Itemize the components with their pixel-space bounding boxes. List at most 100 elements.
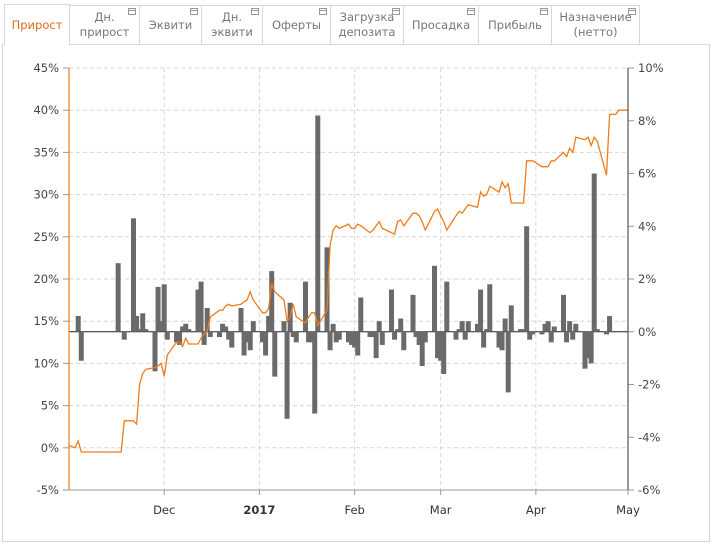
bar [333,331,339,343]
bar [444,281,450,332]
bar [524,226,530,332]
bar [78,331,84,361]
bar [349,331,355,345]
tab-6[interactable]: Просадка [404,5,479,45]
tab-0[interactable]: Прирост [4,4,70,46]
bar [475,323,480,332]
bar [217,331,222,338]
tab-7[interactable]: Прибыль [479,5,552,45]
bar [499,331,505,351]
bar [389,289,394,332]
left-tick-label: 40% [33,103,59,117]
bar [223,326,229,332]
growth-line [68,109,628,453]
tab-3[interactable]: Дн. эквити [202,5,263,45]
bar [502,318,508,332]
right-tick-label: -6% [638,483,660,497]
bar [373,331,379,359]
bar [527,331,533,340]
bar [269,271,275,332]
minimize-icon[interactable] [190,8,198,15]
tab-label: Оферты [271,17,322,32]
tab-label: Прирост [11,17,63,32]
bar [281,321,287,332]
bar [186,329,192,332]
right-tick-label: -4% [638,430,660,444]
right-tick-label: -2% [638,378,660,392]
tab-8[interactable]: Назначение (нетто) [552,5,640,45]
tab-label: Загрузка депозита [338,10,396,39]
bar [152,331,158,372]
bar [131,218,136,332]
bar [180,326,186,332]
bar [438,331,444,361]
bar [204,308,210,332]
bar [312,331,318,414]
bar [462,331,468,340]
bar [459,321,465,332]
tab-4[interactable]: Оферты [263,5,331,45]
bar [324,247,330,332]
minimize-icon[interactable] [540,8,548,15]
bar [551,326,557,332]
bar [358,297,364,332]
bar [478,289,484,332]
left-tick-label: 0% [41,441,59,455]
tab-label: Дн. прирост [79,10,130,39]
tab-label: Просадка [411,17,471,32]
bar [570,331,576,340]
x-tick-label: 2017 [243,503,275,517]
minimize-icon[interactable] [467,8,475,15]
tab-label: Эквити [148,17,193,32]
bar [487,284,493,332]
minimize-icon[interactable] [128,8,136,15]
bar [140,313,146,332]
bar [582,331,588,369]
bar [327,331,333,351]
left-tick-label: 25% [33,230,59,244]
bar [518,329,523,332]
bar [315,115,321,332]
bar [164,331,170,340]
bar [309,331,315,343]
tab-5[interactable]: Загрузка депозита [331,5,404,45]
bar [401,331,407,351]
bar [561,294,566,332]
bar [238,308,244,332]
bar [456,329,462,332]
bar [521,329,527,332]
bar [410,294,416,332]
x-tick-label: Apr [526,503,546,517]
bar [75,315,81,332]
bar [465,321,471,332]
bar [226,331,232,340]
bar [376,321,382,332]
bar [432,265,437,332]
bar [379,331,385,345]
bar [435,331,441,359]
bar [355,331,361,356]
minimize-icon[interactable] [251,8,259,15]
minimize-icon[interactable] [392,8,400,15]
left-tick-label: 5% [41,399,59,413]
bar [594,329,600,332]
bar [564,331,570,343]
tab-1[interactable]: Дн. прирост [70,5,140,45]
left-tick-label: 15% [33,314,59,328]
bar [220,323,226,332]
tab-label: Дн. эквити [211,10,253,39]
bar [370,331,376,338]
left-tick-label: 10% [33,356,59,370]
left-tick-label: 30% [33,188,59,202]
right-tick-label: 0% [638,325,656,339]
minimize-icon[interactable] [319,8,327,15]
right-tick-label: 8% [638,114,656,128]
bar [416,331,422,345]
tab-2[interactable]: Эквити [140,5,202,45]
bar [207,331,213,338]
minimize-icon[interactable] [628,8,636,15]
bar [367,331,373,338]
bar [395,329,401,332]
bar [484,329,490,332]
x-tick-label: Feb [344,503,364,517]
